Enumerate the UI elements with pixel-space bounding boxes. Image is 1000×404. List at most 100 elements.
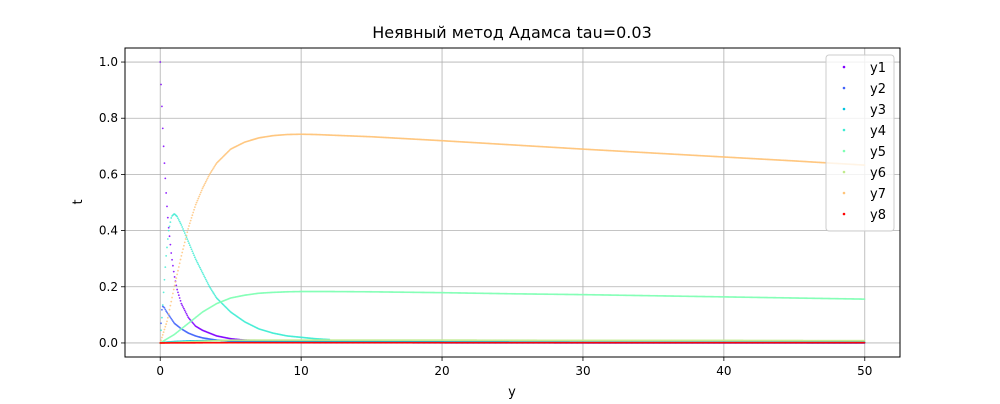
- data-point: [166, 247, 168, 249]
- data-point: [194, 206, 196, 208]
- data-point: [162, 334, 164, 336]
- data-point: [208, 176, 210, 178]
- data-point: [197, 262, 199, 264]
- data-point: [175, 277, 177, 279]
- data-point: [205, 279, 207, 281]
- data-point: [164, 309, 166, 311]
- data-point: [185, 311, 187, 313]
- data-point: [164, 162, 166, 164]
- data-point: [182, 306, 184, 308]
- data-point: [187, 240, 189, 242]
- data-point: [180, 224, 182, 226]
- data-point: [160, 339, 162, 341]
- data-point: [190, 220, 192, 222]
- data-point: [180, 222, 182, 224]
- data-point: [201, 270, 203, 272]
- data-point: [167, 217, 169, 219]
- data-point: [169, 225, 171, 227]
- data-point: [162, 127, 164, 129]
- data-point: [200, 192, 202, 194]
- data-point: [205, 181, 207, 183]
- data-point: [178, 219, 180, 221]
- data-point: [181, 226, 183, 228]
- data-point: [191, 250, 193, 252]
- data-point: [202, 272, 204, 274]
- data-point: [169, 244, 171, 246]
- data-point: [179, 262, 181, 264]
- data-point: [171, 297, 173, 299]
- data-point: [163, 145, 165, 147]
- data-point: [182, 228, 184, 230]
- data-point: [864, 340, 866, 342]
- data-point: [179, 297, 181, 299]
- data-point: [172, 265, 174, 267]
- data-point: [172, 293, 174, 295]
- data-point: [171, 259, 173, 261]
- data-point: [160, 329, 162, 331]
- data-point: [197, 200, 199, 202]
- data-point: [165, 255, 167, 257]
- data-point: [195, 204, 197, 206]
- data-point: [161, 106, 163, 108]
- data-point: [164, 307, 166, 309]
- data-point: [164, 177, 166, 179]
- data-point: [164, 329, 166, 331]
- data-point: [166, 206, 168, 208]
- data-point: [196, 260, 198, 262]
- data-point: [181, 252, 183, 254]
- data-point: [167, 238, 169, 240]
- data-point: [163, 291, 165, 293]
- data-point: [168, 313, 170, 315]
- data-point: [182, 248, 184, 250]
- data-point: [189, 222, 191, 224]
- data-point: [159, 61, 161, 63]
- data-point: [173, 271, 175, 273]
- data-point: [180, 255, 182, 257]
- data-point: [191, 248, 193, 250]
- data-point: [206, 179, 208, 181]
- data-point: [186, 315, 188, 317]
- data-point: [184, 309, 186, 311]
- data-point: [864, 298, 866, 300]
- data-point: [179, 221, 181, 223]
- data-point: [164, 279, 166, 281]
- data-point: [192, 212, 194, 214]
- data-point: [186, 238, 188, 240]
- data-point: [170, 217, 172, 219]
- data-point: [183, 245, 185, 247]
- data-point: [174, 276, 176, 278]
- data-point: [189, 244, 191, 246]
- data-point: [207, 177, 209, 179]
- data-point: [202, 186, 204, 188]
- data-point: [160, 322, 162, 324]
- data-point: [202, 274, 204, 276]
- data-point: [169, 309, 171, 311]
- data-point: [169, 235, 171, 237]
- data-point: [197, 198, 199, 200]
- data-point: [169, 221, 171, 223]
- data-point: [160, 84, 162, 86]
- data-point: [186, 231, 188, 233]
- data-point: [166, 320, 168, 322]
- data-point: [175, 281, 177, 283]
- data-point: [162, 304, 164, 306]
- data-point: [198, 265, 200, 267]
- data-point: [187, 228, 189, 230]
- data-point: [199, 267, 201, 269]
- data-point: [177, 291, 179, 293]
- data-point: [196, 202, 198, 204]
- data-point: [177, 270, 179, 272]
- data-point: [185, 238, 187, 240]
- data-point: [192, 252, 194, 254]
- data-point: [193, 209, 195, 211]
- data-point: [203, 275, 205, 277]
- data-point: [170, 301, 172, 303]
- data-point: [167, 317, 169, 319]
- data-point: [173, 289, 175, 291]
- data-point: [161, 337, 163, 339]
- data-point: [200, 268, 202, 270]
- data-point: [203, 184, 205, 186]
- data-point: [199, 194, 201, 196]
